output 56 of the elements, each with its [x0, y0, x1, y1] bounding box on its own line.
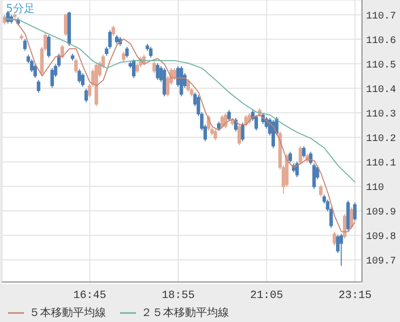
candlestick	[80, 72, 84, 88]
chart-title: 5分足	[6, 1, 35, 16]
candlestick	[149, 46, 153, 58]
x-tick-label: 21:05	[250, 290, 284, 302]
y-tick-label: 109.9	[366, 207, 396, 218]
candlestick	[288, 151, 292, 164]
y-tick-label: 109.7	[366, 256, 396, 268]
candlestick	[319, 184, 323, 198]
candlestick	[112, 25, 116, 37]
y-tick-label: 110.3	[366, 109, 396, 120]
y-tick-label: 110.7	[366, 11, 396, 22]
y-tick-label: 110.5	[366, 60, 396, 72]
candlestick	[122, 51, 126, 62]
x-tick-label: 23:15	[338, 290, 372, 302]
candlestick	[220, 114, 224, 129]
legend-label: ５本移動平均線	[29, 305, 106, 320]
candlestick	[50, 68, 54, 88]
candlestick	[64, 13, 68, 37]
candlestick	[244, 114, 248, 128]
candlestick	[295, 161, 299, 178]
candlestick	[227, 110, 231, 122]
candlestick	[23, 38, 27, 52]
candlestick	[46, 34, 50, 58]
candlestick	[74, 58, 78, 74]
candlestick	[312, 163, 316, 190]
legend-label: ２５本移動平均線	[141, 305, 229, 320]
candlestick	[125, 46, 129, 58]
candlestick	[214, 128, 218, 141]
y-tick-label: 110.1	[366, 158, 396, 170]
x-tick-label: 18:55	[162, 290, 195, 302]
x-tick-label: 16:45	[73, 290, 106, 302]
candlestick	[84, 88, 88, 103]
candlestick	[186, 78, 190, 92]
candlestick	[254, 114, 258, 131]
y-tick-label: 110.2	[366, 134, 396, 145]
y-tick-label: 110	[366, 182, 384, 194]
candlestick	[33, 64, 37, 78]
candlestick	[60, 44, 64, 60]
candlestick	[152, 60, 156, 74]
candlestick	[350, 206, 354, 230]
candlestick	[36, 79, 40, 94]
candlestick	[78, 68, 82, 84]
candlestick	[340, 233, 344, 266]
candlestick	[302, 146, 306, 158]
y-tick-label: 110.4	[366, 84, 396, 96]
y-tick-label: 110.6	[366, 36, 396, 47]
y-tick-label: 109.8	[366, 232, 396, 243]
candlestick	[234, 117, 238, 132]
candlestick	[332, 231, 336, 246]
candlestick	[353, 202, 357, 222]
candlestick	[156, 62, 160, 80]
candlestick	[132, 58, 136, 78]
candlestick	[308, 151, 312, 166]
candlestick	[298, 146, 302, 166]
candlestick	[240, 122, 244, 142]
candlestick	[237, 124, 241, 146]
